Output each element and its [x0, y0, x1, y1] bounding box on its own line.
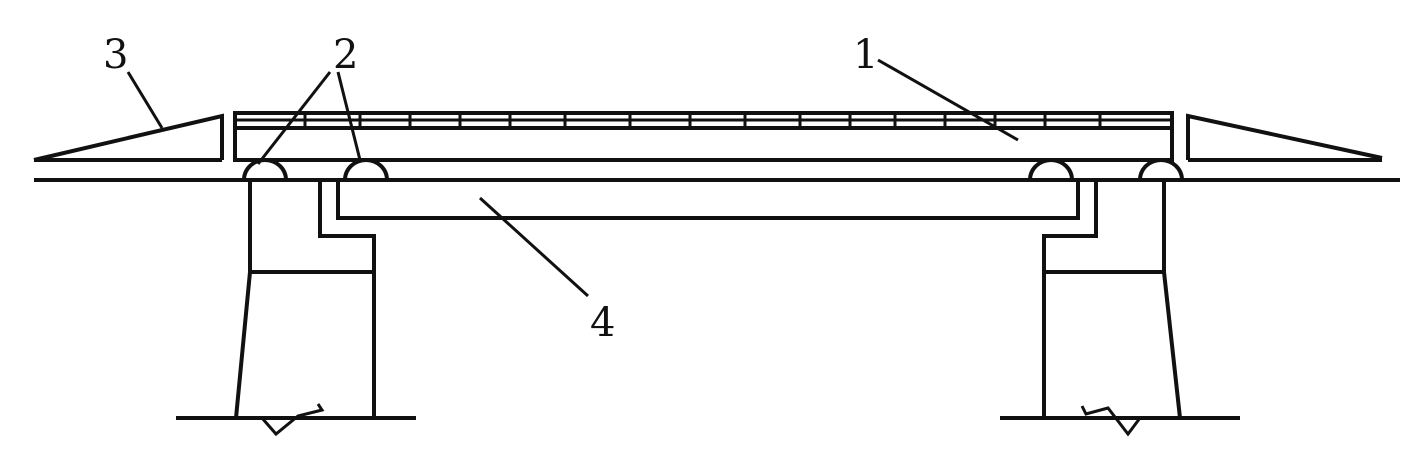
- approach-ramp-right: [1186, 113, 1383, 160]
- bearing-4: [1137, 158, 1185, 182]
- bearing-2: [342, 158, 390, 182]
- road-surface: [34, 158, 1400, 182]
- leader-2b: [336, 71, 362, 161]
- label-2: 2: [333, 32, 358, 78]
- approach-ramp-left: [33, 113, 224, 162]
- bearing-3: [1027, 158, 1075, 182]
- bridge-deck: [233, 111, 1174, 162]
- leader-2a: [256, 71, 332, 165]
- leader-4: [478, 196, 590, 298]
- leader-1: [877, 58, 1019, 142]
- label-1: 1: [853, 32, 878, 78]
- label-4: 4: [590, 300, 615, 346]
- lower-beam: [318, 180, 1098, 418]
- deck-panel-joints: [303, 113, 1102, 128]
- bearings: [241, 158, 1185, 182]
- pier-right: [1000, 180, 1240, 437]
- label-3: 3: [103, 32, 128, 78]
- pier-left: [176, 180, 416, 437]
- leader-3: [126, 71, 164, 129]
- leader-lines: [126, 58, 1019, 298]
- bearing-1: [241, 158, 289, 182]
